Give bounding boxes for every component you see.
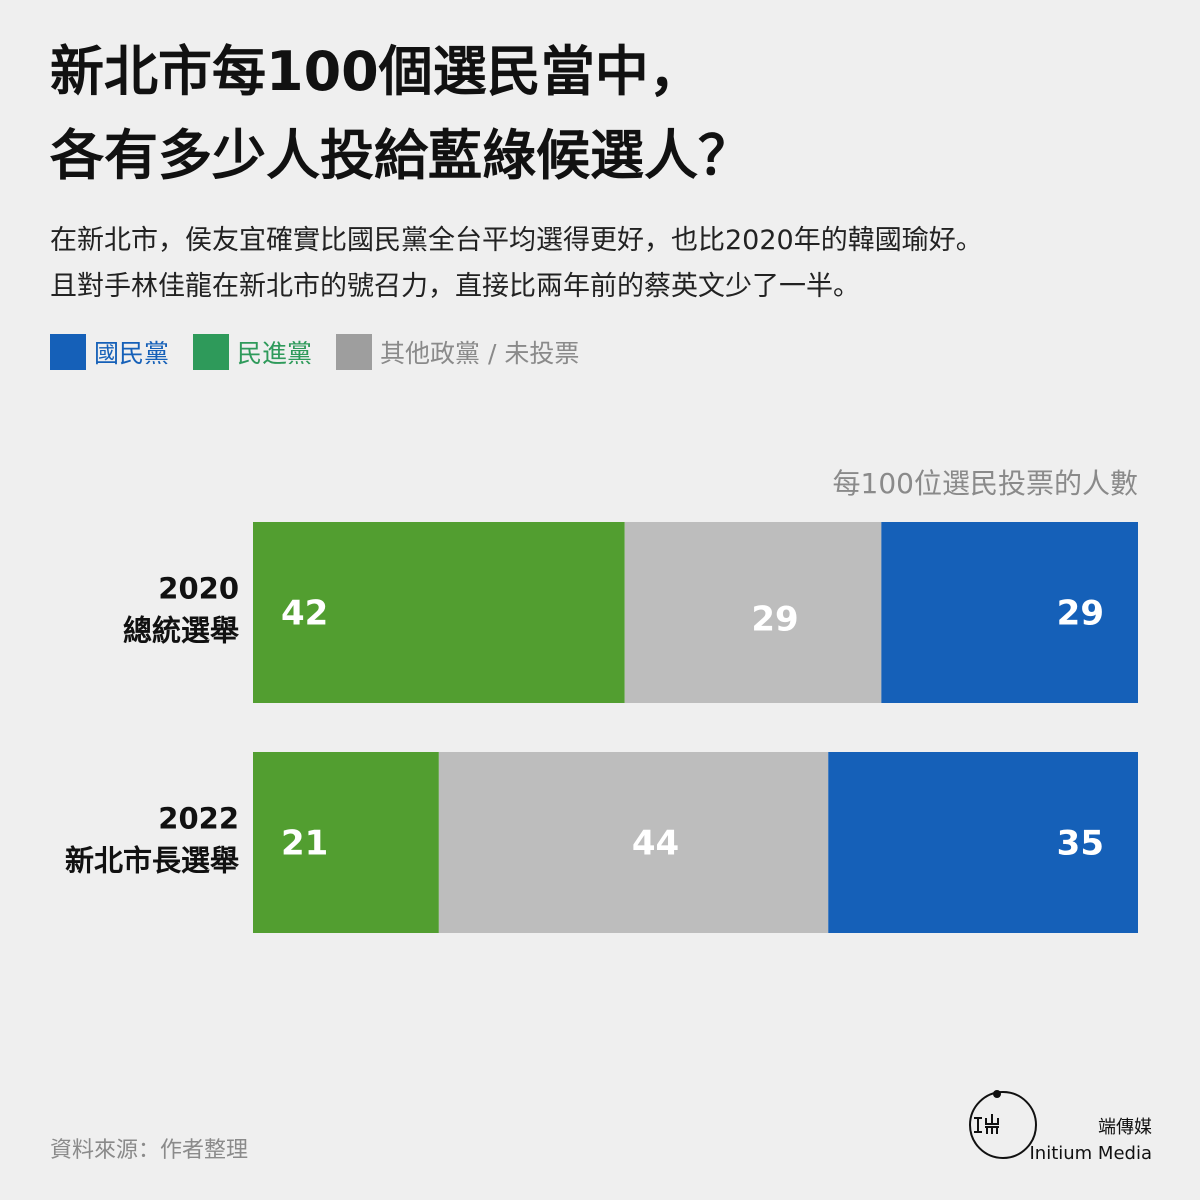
bar-segment-kmt-0 (881, 522, 1138, 703)
chart-subtitle-line-2: 且對手林佳龍在新北市的號召力，直接比兩年前的蔡英文少了一半。 (50, 271, 860, 302)
source-note: 資料來源：作者整理 (50, 1138, 249, 1163)
chart-title-line-2: 各有多少人投給藍綠候選人？ (50, 124, 752, 187)
bar-segment-dpp-0 (253, 522, 625, 703)
bar-segment-other-1 (438, 752, 829, 933)
chart-subtitle: 在新北市，侯友宜確實比國民黨全台平均選得更好，也比2020年的韓國瑜好。 且對手… (50, 218, 1160, 310)
chart-title: 新北市每100個選民當中， 各有多少人投給藍綠候選人？ (50, 30, 1150, 198)
data-label-dpp-0: 42 (281, 594, 328, 634)
legend-swatch-kmt (50, 334, 86, 370)
legend-label-other: 其他政黨 / 未投票 (380, 339, 580, 368)
chart-subtitle-line-1: 在新北市，侯友宜確實比國民黨全台平均選得更好，也比2020年的韓國瑜好。 (50, 225, 983, 256)
category-label-1-line-1: 新北市長選舉 (65, 844, 240, 878)
legend-label-dpp: 民進黨 (237, 339, 313, 368)
brand-name-zh: 端傳媒 (1098, 1117, 1152, 1138)
bar-segment-kmt-1 (828, 752, 1138, 933)
legend-item-dpp: 民進黨 (193, 334, 312, 370)
chart-title-line-1: 新北市每100個選民當中， (50, 40, 703, 103)
data-label-kmt-1: 35 (1057, 824, 1104, 864)
bar-segment-dpp-1 (253, 752, 439, 933)
chart-legend: 國民黨 民進黨 其他政黨 / 未投票 (50, 334, 603, 370)
initium-logo-icon (969, 1090, 1037, 1159)
legend-swatch-dpp (193, 334, 230, 370)
data-label-dpp-1: 21 (281, 824, 328, 864)
category-label-0-line-1: 總統選舉 (123, 614, 240, 648)
legend-item-other: 其他政黨 / 未投票 (336, 334, 579, 370)
legend-swatch-other (336, 334, 373, 370)
unit-label: 每100位選民投票的人數 (832, 467, 1138, 500)
data-label-kmt-0: 29 (1057, 594, 1104, 634)
category-label-0-line-0: 2020 (158, 572, 239, 606)
brand-name-en: Initium Media (1029, 1143, 1152, 1164)
bar-segment-other-0 (624, 522, 882, 703)
data-label-other-1: 44 (632, 824, 679, 864)
legend-label-kmt: 國民黨 (94, 339, 170, 368)
category-label-1-line-0: 2022 (158, 802, 239, 836)
data-label-other-0: 29 (751, 600, 798, 640)
legend-item-kmt: 國民黨 (50, 334, 169, 370)
brand: 端傳媒 Initium Media (1029, 1115, 1152, 1167)
